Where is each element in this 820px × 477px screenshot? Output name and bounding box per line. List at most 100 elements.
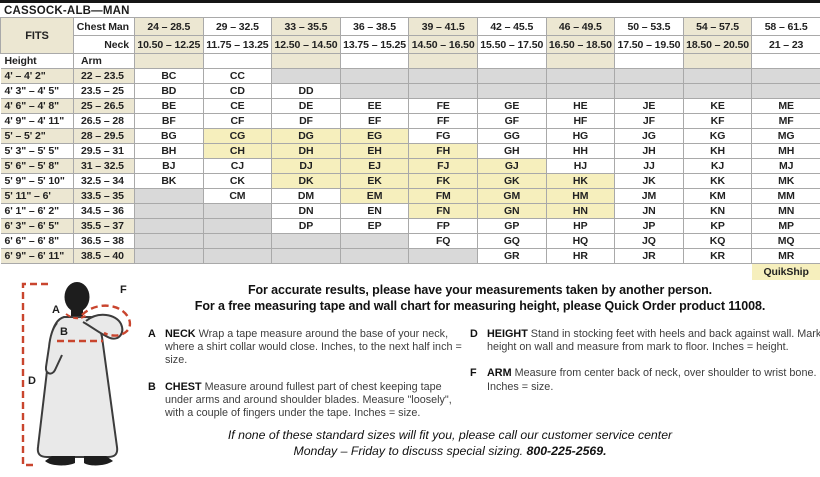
header-stripe-cell bbox=[272, 54, 341, 69]
size-code-cell: KH bbox=[683, 144, 752, 159]
neck-row-label: Neck bbox=[74, 36, 135, 54]
header-stripe-cell bbox=[409, 54, 478, 69]
neck-range-cell: 13.75 – 15.25 bbox=[340, 36, 409, 54]
size-code-cell: CD bbox=[203, 84, 272, 99]
size-code-cell: BK bbox=[135, 174, 204, 189]
quikship-badge: QuikShip bbox=[752, 264, 820, 280]
page-title: CASSOCK-ALB—MAN bbox=[0, 0, 820, 17]
figure-head bbox=[65, 282, 90, 312]
arm-range-cell: 36.5 – 38 bbox=[74, 234, 135, 249]
instruction-letter: D bbox=[470, 328, 487, 354]
arm-range-cell: 28 – 29.5 bbox=[74, 129, 135, 144]
size-code-cell: GM bbox=[477, 189, 546, 204]
fits-label: FITS bbox=[1, 18, 74, 54]
instruction-term: NECK bbox=[165, 328, 199, 340]
neck-range-cell: 15.50 – 17.50 bbox=[477, 36, 546, 54]
size-code-cell: EF bbox=[340, 114, 409, 129]
no-size-cell bbox=[272, 69, 341, 84]
size-code-cell: GF bbox=[477, 114, 546, 129]
neck-range-cell: 12.50 – 14.50 bbox=[272, 36, 341, 54]
arm-range-cell: 31 – 32.5 bbox=[74, 159, 135, 174]
header-stripe-cell bbox=[203, 54, 272, 69]
note-line-2: For a free measuring tape and wall chart… bbox=[140, 299, 820, 315]
no-size-cell bbox=[409, 249, 478, 264]
chest-range-cell: 24 – 28.5 bbox=[135, 18, 204, 36]
instruction-term: ARM bbox=[487, 367, 515, 379]
instruction-term: HEIGHT bbox=[487, 328, 531, 340]
no-size-cell bbox=[752, 69, 820, 84]
measurement-notes: For accurate results, please have your m… bbox=[140, 283, 820, 314]
size-code-cell: FN bbox=[409, 204, 478, 219]
size-code-cell: DN bbox=[272, 204, 341, 219]
size-code-cell: EH bbox=[340, 144, 409, 159]
chest-range-cell: 50 – 53.5 bbox=[615, 18, 684, 36]
size-code-cell: HM bbox=[546, 189, 615, 204]
size-code-cell: JR bbox=[615, 249, 684, 264]
size-code-cell: BG bbox=[135, 129, 204, 144]
size-code-cell: JM bbox=[615, 189, 684, 204]
size-code-cell: KG bbox=[683, 129, 752, 144]
header-stripe-cell bbox=[546, 54, 615, 69]
size-code-cell: MF bbox=[752, 114, 820, 129]
size-code-cell: CC bbox=[203, 69, 272, 84]
no-size-cell bbox=[135, 189, 204, 204]
size-code-cell: EE bbox=[340, 99, 409, 114]
size-code-cell: HE bbox=[546, 99, 615, 114]
no-size-cell bbox=[135, 234, 204, 249]
chest-range-cell: 42 – 45.5 bbox=[477, 18, 546, 36]
no-size-cell bbox=[546, 84, 615, 99]
instruction-text: CHEST Measure around fullest part of che… bbox=[165, 381, 464, 421]
size-code-cell: FE bbox=[409, 99, 478, 114]
size-code-cell: GK bbox=[477, 174, 546, 189]
size-code-cell: JE bbox=[615, 99, 684, 114]
size-code-cell: FK bbox=[409, 174, 478, 189]
no-size-cell bbox=[409, 84, 478, 99]
size-code-cell: GG bbox=[477, 129, 546, 144]
header-stripe-cell bbox=[683, 54, 752, 69]
size-code-cell: KN bbox=[683, 204, 752, 219]
size-code-cell: JK bbox=[615, 174, 684, 189]
height-range-cell: 4' 9" – 4' 11" bbox=[1, 114, 74, 129]
instruction-letter: F bbox=[470, 367, 487, 393]
phone-number: 800-225-2569. bbox=[527, 444, 607, 458]
no-size-cell bbox=[477, 69, 546, 84]
size-code-cell: JP bbox=[615, 219, 684, 234]
no-size-cell bbox=[683, 84, 752, 99]
size-code-cell: GQ bbox=[477, 234, 546, 249]
size-code-cell: BJ bbox=[135, 159, 204, 174]
height-range-cell: 6' 9" – 6' 11" bbox=[1, 249, 74, 264]
size-code-cell: CH bbox=[203, 144, 272, 159]
note-line-1: For accurate results, please have your m… bbox=[140, 283, 820, 299]
size-code-cell: EN bbox=[340, 204, 409, 219]
label-d: D bbox=[28, 375, 36, 387]
size-code-cell: CF bbox=[203, 114, 272, 129]
size-code-cell: BF bbox=[135, 114, 204, 129]
arm-range-cell: 22 – 23.5 bbox=[74, 69, 135, 84]
special-sizing-note: If none of these standard sizes will fit… bbox=[120, 428, 780, 459]
neck-range-cell: 11.75 – 13.25 bbox=[203, 36, 272, 54]
size-code-cell: HN bbox=[546, 204, 615, 219]
size-code-cell: DF bbox=[272, 114, 341, 129]
height-range-cell: 4' 3" – 4' 5" bbox=[1, 84, 74, 99]
size-code-cell: HK bbox=[546, 174, 615, 189]
no-size-cell bbox=[135, 249, 204, 264]
size-code-cell: KF bbox=[683, 114, 752, 129]
size-code-cell: MR bbox=[752, 249, 820, 264]
height-column-label: Height bbox=[1, 54, 74, 69]
instruction-text: HEIGHT Stand in stocking feet with heels… bbox=[487, 328, 820, 354]
no-size-cell bbox=[340, 234, 409, 249]
chest-range-cell: 58 – 61.5 bbox=[752, 18, 820, 36]
size-code-cell: FG bbox=[409, 129, 478, 144]
instruction-term: CHEST bbox=[165, 381, 205, 393]
height-range-cell: 4' – 4' 2" bbox=[1, 69, 74, 84]
size-code-cell: CM bbox=[203, 189, 272, 204]
height-range-cell: 5' 9" – 5' 10" bbox=[1, 174, 74, 189]
size-code-cell: BD bbox=[135, 84, 204, 99]
